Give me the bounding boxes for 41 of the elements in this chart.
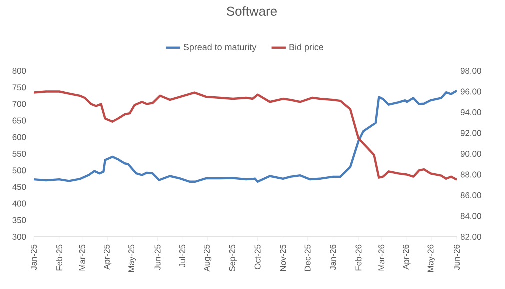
x-tick-label: Apr-25 [104,244,112,270]
x-tick-label: Mar-26 [378,244,385,271]
y2-tick-label: 98.00 [460,68,482,74]
y-tick-label: 800 [12,68,26,74]
x-tick-label: Dec-25 [304,244,311,272]
y-tick-label: 600 [12,134,26,140]
y2-tick-label: 88.00 [460,172,482,178]
y-tick-label: 350 [12,217,26,224]
legend-label: Bid price [290,44,324,52]
x-tick-label: Feb-25 [56,244,63,271]
y2-tick-label: 94.00 [460,110,482,116]
y-tick-label: 650 [12,118,26,124]
y2-tick-label: 86.00 [460,192,482,198]
y2-tick-label: 96.00 [460,88,482,95]
legend-label: Spread to maturity [184,44,257,52]
x-tick-label: Jan-25 [31,244,37,270]
y2-tick-label: 82.00 [460,234,482,240]
x-tick-label: Oct-25 [254,244,261,270]
x-tick-label: Feb-26 [356,244,362,271]
x-tick-label: Nov-25 [280,244,286,272]
x-tick-label: Jun-25 [154,244,161,270]
y-tick-label: 300 [12,234,26,240]
chart-title: Software [227,6,277,16]
y-tick-label: 750 [12,84,26,91]
x-tick-label: Jan-26 [330,244,336,270]
x-tick-label: Apr-26 [403,244,411,270]
y2-tick-label: 90.00 [460,151,482,157]
y-tick-label: 450 [12,184,26,190]
x-tick-label: Sep-25 [229,244,238,272]
x-tick-label: Jun-26 [454,244,460,270]
x-tick-label: Mar-25 [79,244,86,271]
x-tick-label: May-25 [128,244,136,272]
x-tick-label: May-26 [428,244,436,272]
y-tick-label: 700 [12,101,26,108]
x-tick-label: Aug-25 [204,244,212,272]
y2-tick-label: 92.00 [460,130,482,136]
y-tick-label: 500 [12,168,26,174]
y-tick-label: 550 [12,151,26,157]
x-tick-label: Jul-25 [179,244,186,268]
y-tick-label: 400 [12,200,26,207]
y2-tick-label: 84.00 [460,213,482,220]
